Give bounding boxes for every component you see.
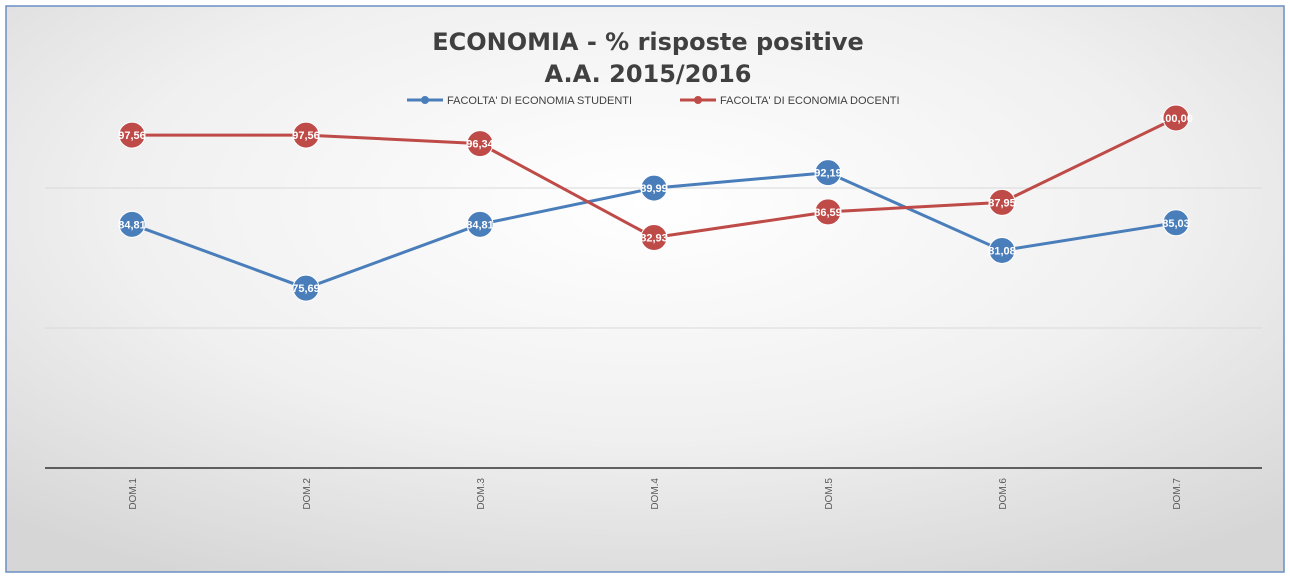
data-point-studenti bbox=[814, 159, 842, 187]
data-label-studenti: 81,08 bbox=[988, 245, 1016, 257]
legend-item-studenti: FACOLTA' DI ECONOMIA STUDENTI bbox=[407, 95, 632, 107]
legend-label-studenti: FACOLTA' DI ECONOMIA STUDENTI bbox=[447, 95, 632, 107]
x-tick-label: DOM.4 bbox=[650, 478, 661, 510]
chart-subtitle: A.A. 2015/2016 bbox=[545, 60, 752, 88]
data-point-studenti bbox=[640, 174, 668, 202]
data-label-studenti: 85,03 bbox=[1162, 218, 1190, 230]
data-label-docenti: 97,56 bbox=[292, 130, 320, 142]
data-point-studenti bbox=[118, 210, 146, 238]
legend: FACOLTA' DI ECONOMIA STUDENTI FACOLTA' D… bbox=[407, 95, 900, 107]
x-tick-label: DOM.5 bbox=[824, 478, 835, 510]
data-label-studenti: 84,81 bbox=[466, 219, 494, 231]
data-point-docenti bbox=[466, 130, 494, 158]
chart-title: ECONOMIA - % risposte positive bbox=[432, 28, 864, 56]
legend-marker-docenti bbox=[694, 96, 702, 104]
data-label-docenti: 86,59 bbox=[814, 207, 842, 219]
x-tick-label: DOM.7 bbox=[1172, 478, 1183, 510]
x-tick-label: DOM.2 bbox=[302, 478, 313, 510]
data-label-docenti: 96,34 bbox=[466, 139, 494, 151]
x-tick-labels: DOM.1 DOM.2 DOM.3 DOM.4 DOM.5 DOM.6 DOM.7 bbox=[128, 478, 1183, 510]
legend-item-docenti: FACOLTA' DI ECONOMIA DOCENTI bbox=[680, 95, 900, 107]
data-point-docenti bbox=[814, 198, 842, 226]
data-label-docenti: 87,95 bbox=[988, 197, 1016, 209]
data-point-docenti bbox=[292, 121, 320, 149]
data-label-studenti: 84,81 bbox=[118, 219, 146, 231]
data-label-studenti: 92,19 bbox=[814, 168, 842, 180]
data-label-docenti: 82,93 bbox=[640, 232, 668, 244]
data-point-docenti bbox=[1162, 104, 1190, 132]
data-label-studenti: 89,99 bbox=[640, 183, 668, 195]
x-tick-label: DOM.1 bbox=[128, 478, 139, 510]
data-point-studenti bbox=[988, 236, 1016, 264]
x-tick-label: DOM.6 bbox=[998, 478, 1009, 510]
data-point-studenti bbox=[1162, 209, 1190, 237]
data-point-docenti bbox=[988, 188, 1016, 216]
data-point-studenti bbox=[466, 210, 494, 238]
data-point-studenti bbox=[292, 274, 320, 302]
series-layer: 84,81 75,69 84,81 89,99 92,19 81,08 85,03 97,56… bbox=[118, 104, 1193, 302]
legend-label-docenti: FACOLTA' DI ECONOMIA DOCENTI bbox=[720, 95, 900, 107]
data-label-docenti: 97,56 bbox=[118, 130, 146, 142]
legend-marker-studenti bbox=[421, 96, 429, 104]
data-point-docenti bbox=[640, 223, 668, 251]
chart-background bbox=[5, 5, 1285, 573]
x-tick-label: DOM.3 bbox=[476, 478, 487, 510]
data-point-docenti bbox=[118, 121, 146, 149]
data-label-docenti: 100,00 bbox=[1159, 113, 1193, 125]
data-label-studenti: 75,69 bbox=[292, 283, 320, 295]
